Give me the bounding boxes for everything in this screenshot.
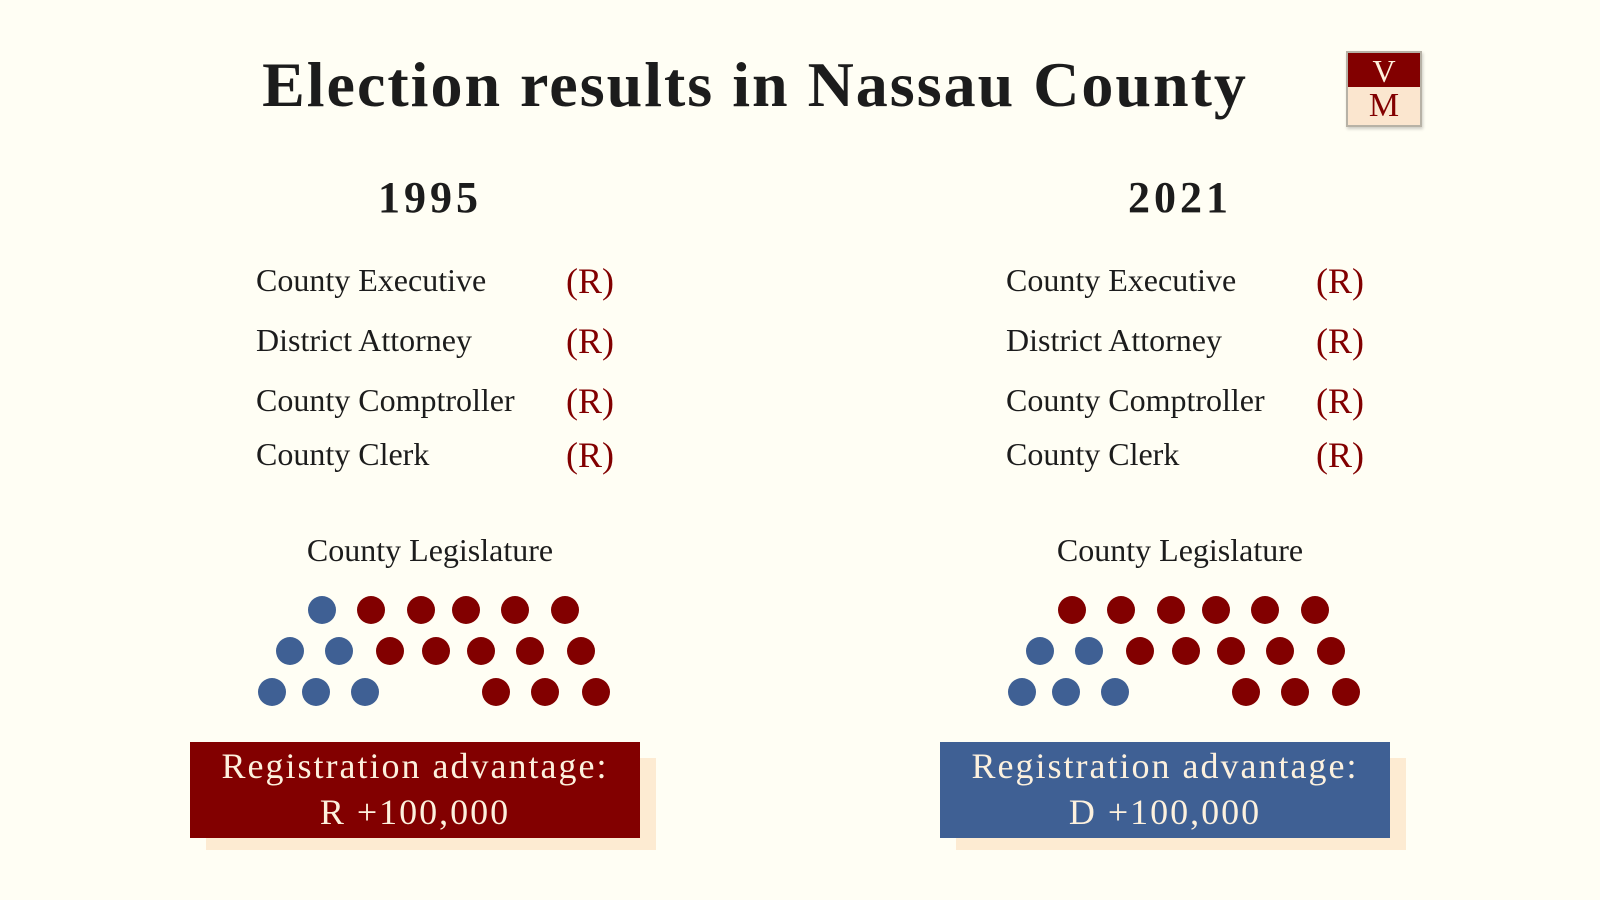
year-label: 1995: [378, 173, 482, 222]
republican-seat: [376, 637, 404, 665]
party-county-clerk: (R): [1316, 435, 1364, 475]
party-county-executive: (R): [566, 261, 614, 301]
republican-seat: [1301, 596, 1329, 624]
republican-seat: [1157, 596, 1185, 624]
party-county-comptroller: (R): [566, 381, 614, 421]
republican-seat: [357, 596, 385, 624]
republican-seat: [1058, 596, 1086, 624]
legislature-seats: [900, 590, 1460, 720]
republican-seat: [1317, 637, 1345, 665]
registration-box: Registration advantage: R +100,000: [190, 742, 640, 838]
legislature-seats: [150, 590, 710, 720]
republican-seat: [1217, 637, 1245, 665]
party-county-comptroller: (R): [1316, 381, 1364, 421]
office-county-comptroller: County Comptroller: [256, 382, 515, 418]
office-district-attorney: District Attorney: [1006, 322, 1222, 358]
legislature-label: County Legislature: [1056, 532, 1304, 568]
party-county-executive: (R): [1316, 261, 1364, 301]
results-1995: 1995 County Executive (R) District Attor…: [150, 0, 710, 900]
registration-value: D +100,000: [1068, 792, 1262, 832]
republican-seat: [1266, 637, 1294, 665]
republican-seat: [452, 596, 480, 624]
democrat-seat: [308, 596, 336, 624]
democrat-seat: [325, 637, 353, 665]
office-county-executive: County Executive: [256, 262, 487, 298]
party-county-clerk: (R): [566, 435, 614, 475]
office-county-clerk: County Clerk: [256, 436, 430, 472]
results-2021: 2021 County Executive (R) District Attor…: [900, 0, 1460, 900]
registration-value: R +100,000: [319, 792, 511, 832]
vm-logo: V M: [1346, 51, 1422, 127]
legislature-label: County Legislature: [306, 532, 554, 568]
party-district-attorney: (R): [1316, 321, 1364, 361]
office-county-clerk: County Clerk: [1006, 436, 1180, 472]
republican-seat: [1251, 596, 1279, 624]
republican-seat: [582, 678, 610, 706]
democrat-seat: [1075, 637, 1103, 665]
registration-label: Registration advantage:: [221, 746, 609, 786]
year-label: 2021: [1128, 173, 1232, 222]
republican-seat: [482, 678, 510, 706]
republican-seat: [1281, 678, 1309, 706]
republican-seat: [1126, 637, 1154, 665]
office-county-comptroller: County Comptroller: [1006, 382, 1265, 418]
democrat-seat: [1052, 678, 1080, 706]
office-county-executive: County Executive: [1006, 262, 1237, 298]
democrat-seat: [1026, 637, 1054, 665]
republican-seat: [1332, 678, 1360, 706]
registration-box: Registration advantage: D +100,000: [940, 742, 1390, 838]
registration-label: Registration advantage:: [971, 746, 1359, 786]
republican-seat: [531, 678, 559, 706]
democrat-seat: [1101, 678, 1129, 706]
republican-seat: [551, 596, 579, 624]
republican-seat: [1172, 637, 1200, 665]
logo-top-letter: V: [1348, 53, 1420, 89]
democrat-seat: [351, 678, 379, 706]
republican-seat: [1232, 678, 1260, 706]
page-title: Election results in Nassau County: [262, 49, 1248, 120]
democrat-seat: [302, 678, 330, 706]
logo-bottom-letter: M: [1348, 87, 1420, 125]
democrat-seat: [258, 678, 286, 706]
party-district-attorney: (R): [566, 321, 614, 361]
democrat-seat: [1008, 678, 1036, 706]
democrat-seat: [276, 637, 304, 665]
republican-seat: [1107, 596, 1135, 624]
republican-seat: [1202, 596, 1230, 624]
republican-seat: [567, 637, 595, 665]
office-district-attorney: District Attorney: [256, 322, 472, 358]
republican-seat: [467, 637, 495, 665]
republican-seat: [422, 637, 450, 665]
republican-seat: [407, 596, 435, 624]
republican-seat: [501, 596, 529, 624]
republican-seat: [516, 637, 544, 665]
